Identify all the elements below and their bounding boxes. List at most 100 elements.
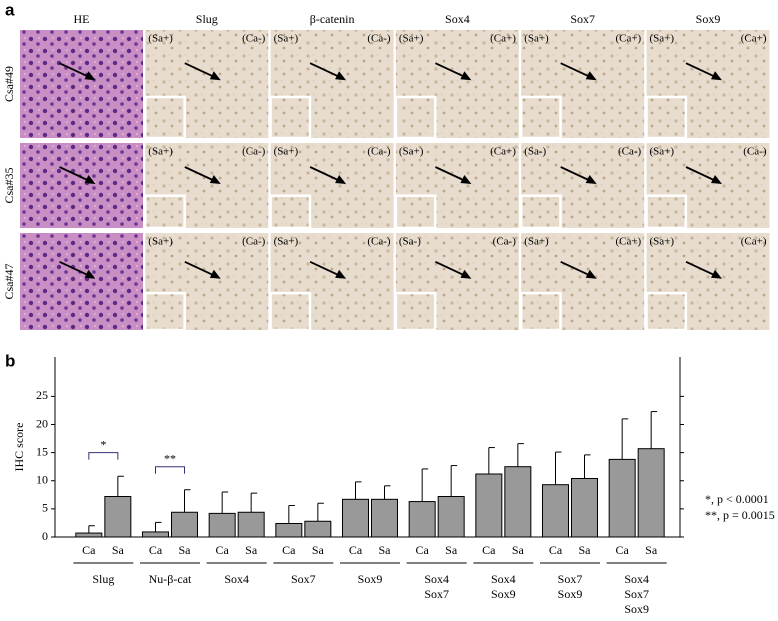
group-label: Sox9 <box>558 587 583 601</box>
arrow-head <box>335 175 347 184</box>
arrow <box>435 260 466 277</box>
tag: (Sa+) <box>274 146 299 158</box>
arrow <box>59 260 90 277</box>
tag: (Sa+) <box>650 236 675 248</box>
tag: (Ca-) <box>242 236 266 248</box>
tag: (Ca-) <box>367 236 391 248</box>
tag: (Sa+) <box>274 236 299 248</box>
tag: (Sa+) <box>650 33 675 45</box>
arrow-head <box>84 269 96 279</box>
bar <box>304 520 332 538</box>
arrow-head <box>335 71 347 81</box>
arrow-head <box>711 175 722 184</box>
micrograph <box>20 30 143 138</box>
arrow <box>184 62 216 79</box>
tag: (Sa+) <box>148 146 173 158</box>
inset <box>269 194 312 230</box>
group-label: Slug <box>92 572 114 586</box>
inset <box>645 194 688 230</box>
arrow <box>685 260 717 277</box>
bar <box>237 511 265 538</box>
inset <box>269 291 312 332</box>
bar <box>437 496 465 538</box>
tag: (Sa+) <box>524 236 549 248</box>
column-header: Sox4 <box>445 12 470 26</box>
bar <box>608 458 636 538</box>
arrow-head <box>84 71 96 81</box>
x-tick-label: Sa <box>379 543 392 557</box>
y-tick-label: 10 <box>36 473 48 487</box>
tag: (Ca-) <box>367 33 391 45</box>
tag: (Sa+) <box>274 33 299 45</box>
inset <box>144 194 186 230</box>
inset <box>144 95 186 140</box>
group-label: Sox9 <box>491 587 516 601</box>
bar <box>504 466 532 538</box>
arrow-head <box>585 269 597 279</box>
x-tick-label: Sa <box>112 543 125 557</box>
arrow-head <box>460 71 472 81</box>
y-tick-label: 20 <box>36 416 48 430</box>
bar <box>371 498 398 538</box>
tag: (Ca+) <box>741 33 767 45</box>
x-tick-label: Sa <box>512 543 525 557</box>
bar <box>342 498 369 538</box>
bar <box>75 532 103 538</box>
inset <box>144 291 186 332</box>
y-tick-label: 5 <box>42 501 48 515</box>
row-label: Csa#47 <box>2 264 16 300</box>
bar <box>475 473 503 538</box>
arrow <box>59 166 90 182</box>
bar <box>571 478 598 538</box>
inset <box>394 194 437 230</box>
tag: (Ca+) <box>490 33 516 45</box>
tag: (Ca-) <box>367 146 391 158</box>
tag: (Ca+) <box>615 33 641 45</box>
arrow-head <box>84 175 96 184</box>
arrow-head <box>711 269 722 279</box>
x-tick-label: Ca <box>615 543 629 557</box>
x-tick-label: Sa <box>579 543 592 557</box>
tag: (Ca-) <box>242 33 266 45</box>
inset <box>645 291 688 332</box>
group-label: Sox9 <box>624 602 649 616</box>
x-tick-label: Ca <box>82 543 96 557</box>
arrow <box>685 62 717 79</box>
tag: (Sa+) <box>148 236 173 248</box>
y-tick-label: 25 <box>36 388 48 402</box>
column-header: β-catenin <box>310 12 355 26</box>
y-tick-label: 15 <box>36 444 48 458</box>
arrow-head <box>460 269 472 279</box>
group-label: Sox7 <box>558 572 583 586</box>
significance-bracket <box>155 466 185 474</box>
y-axis-label: IHC score <box>12 423 26 472</box>
group-label: Sox4 <box>491 572 516 586</box>
group-label: Sox9 <box>358 572 383 586</box>
arrow <box>560 166 592 182</box>
group-label: Sox4 <box>224 572 249 586</box>
x-tick-label: Ca <box>282 543 296 557</box>
annotation: **, p = 0.0015 <box>705 508 775 522</box>
bar <box>171 511 198 538</box>
bar <box>208 512 236 538</box>
group-label: Sox7 <box>424 587 449 601</box>
tag: (Ca+) <box>741 236 767 248</box>
tag: (Sa+) <box>650 146 675 158</box>
arrow-head <box>209 269 221 279</box>
bar <box>104 496 132 538</box>
inset <box>394 291 437 332</box>
inset <box>394 95 437 140</box>
y-tick-label: 0 <box>42 529 48 543</box>
tag: (Ca-) <box>618 146 642 158</box>
inset <box>519 194 562 230</box>
column-header: Sox7 <box>570 12 595 26</box>
significance-mark: * <box>100 437 106 451</box>
tag: (Ca+) <box>615 236 641 248</box>
x-tick-label: Sa <box>645 543 658 557</box>
column-header: Sox9 <box>696 12 721 26</box>
tag: (Sa-) <box>399 236 421 248</box>
arrow <box>309 166 341 182</box>
arrow <box>309 62 341 79</box>
tag: (Sa+) <box>524 33 549 45</box>
